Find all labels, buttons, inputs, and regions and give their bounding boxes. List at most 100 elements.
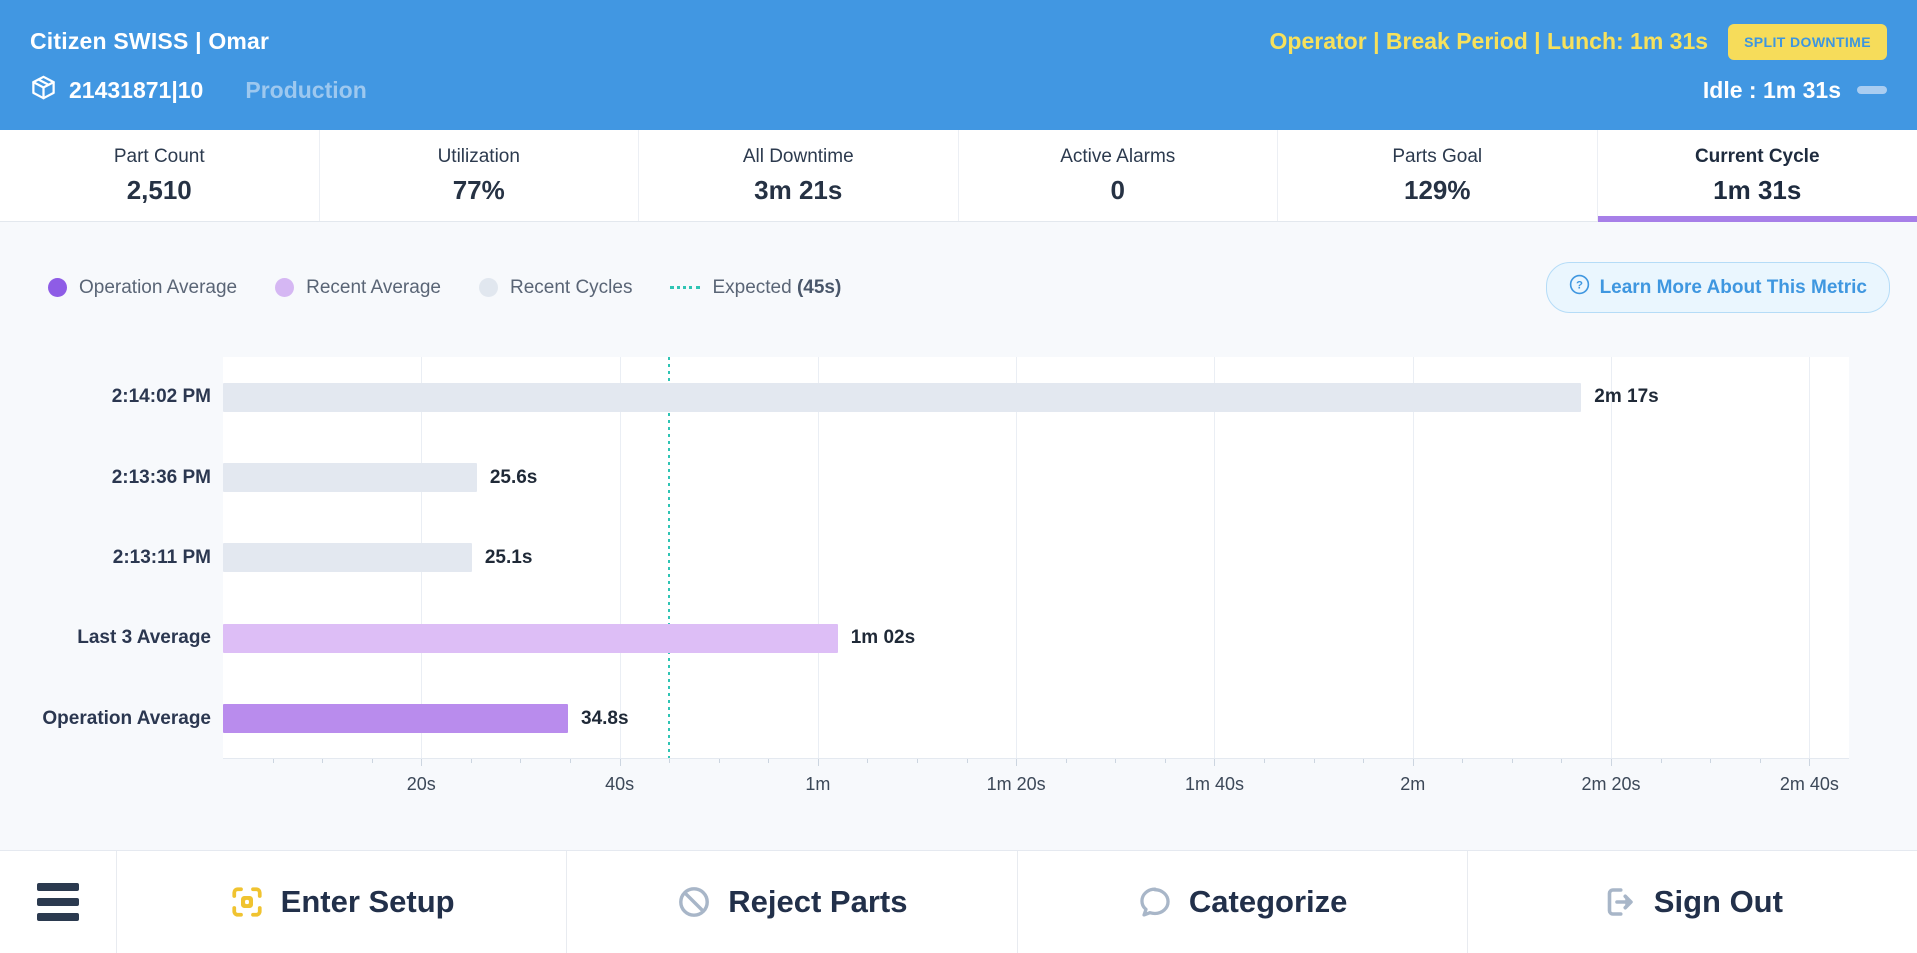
split-downtime-button[interactable]: SPLIT DOWNTIME: [1728, 23, 1887, 60]
action-button-label: Sign Out: [1653, 884, 1783, 919]
stat-tab-current-cycle[interactable]: Current Cycle 1m 31s: [1597, 130, 1917, 222]
x-axis-minor-tick: [272, 759, 274, 763]
x-axis-label: 2m 20s: [1581, 774, 1641, 794]
chart-row-track: 25.6s: [223, 463, 1917, 493]
chart-row-track: 34.8s: [223, 704, 1917, 734]
stat-label: Current Cycle: [1694, 145, 1820, 167]
chart-row-label: 2:13:11 PM: [112, 546, 211, 568]
package-cube-icon: [30, 74, 57, 107]
x-axis-label: 1m 40s: [1184, 774, 1244, 794]
sign-out-button[interactable]: Sign Out: [1466, 851, 1917, 953]
cycle-bar: [223, 463, 477, 493]
action-button-label: Reject Parts: [728, 884, 908, 919]
x-axis-major-tick: [421, 759, 423, 766]
x-axis-major-tick: [1412, 759, 1414, 766]
x-axis-major-tick: [1809, 759, 1811, 766]
operator-status-text: Operator | Break Period | Lunch: 1m 31s: [1269, 28, 1709, 54]
stat-tab-parts-goal[interactable]: Parts Goal 129%: [1278, 130, 1598, 221]
chart-row-operation-average: Operation Average 34.8s: [0, 679, 1917, 759]
stat-tab-utilization[interactable]: Utilization 77%: [320, 130, 639, 221]
stat-label: Parts Goal: [1392, 145, 1483, 167]
x-axis-minor-tick: [520, 759, 522, 763]
legend-item-recent-average[interactable]: Recent Average: [275, 277, 441, 299]
x-axis-minor-tick: [1264, 759, 1266, 763]
legend-dot-icon: [478, 278, 498, 297]
chart-gridline: [1611, 357, 1613, 758]
x-axis-major-tick: [1611, 759, 1613, 766]
x-axis-minor-tick: [1065, 759, 1067, 763]
stat-value: 0: [1110, 174, 1125, 205]
learn-more-button[interactable]: ? Learn More About This Metric: [1545, 262, 1890, 313]
expected-cycle-time-line: [668, 357, 671, 758]
x-axis-minor-tick: [1660, 759, 1662, 763]
cycle-bar: [223, 704, 569, 734]
speech-bubble-icon: [1137, 884, 1173, 920]
top-header: Citizen SWISS | Omar Operator | Break Pe…: [0, 0, 1917, 130]
stat-tab-part-count[interactable]: Part Count 2,510: [0, 130, 320, 221]
chart-row-track: 1m 02s: [223, 623, 1917, 653]
x-axis-minor-tick: [1511, 759, 1513, 763]
x-axis-label: 1m 20s: [986, 774, 1046, 794]
chart-plot-area: [223, 357, 1849, 759]
chart-gridline: [619, 357, 621, 758]
chart-row-label: Last 3 Average: [77, 627, 211, 649]
x-axis-minor-tick: [917, 759, 919, 763]
chart-row-last-3-average: Last 3 Average 1m 02s: [0, 598, 1917, 678]
x-axis-minor-tick: [322, 759, 324, 763]
x-axis-minor-tick: [570, 759, 571, 763]
action-button-label: Categorize: [1188, 884, 1348, 919]
program-info: 21431871|10 Production: [30, 74, 367, 107]
cycle-bar: [223, 623, 838, 653]
scan-frame-icon: [229, 884, 265, 920]
minus-dash-icon: [1857, 86, 1887, 94]
program-id: 21431871|10: [69, 76, 204, 103]
stat-value: 2,510: [126, 174, 192, 205]
cycle-bar-value: 2m 17s: [1594, 386, 1659, 408]
cycle-bar-value: 34.8s: [581, 707, 629, 729]
x-axis-minor-tick: [1363, 759, 1365, 763]
legend-item-recent-cycles[interactable]: Recent Cycles: [478, 276, 633, 299]
x-axis-minor-tick: [371, 759, 373, 763]
cycle-bar: [223, 382, 1582, 412]
bottom-action-bar: Enter Setup Reject Parts Categorize Sign Ou…: [0, 850, 1917, 953]
x-axis-label: 2m: [1400, 774, 1426, 794]
stat-label: All Downtime: [742, 145, 854, 167]
chart-gridline: [1016, 357, 1018, 758]
svg-text:?: ?: [1576, 280, 1583, 292]
chart-gridline: [1809, 357, 1811, 758]
stat-label: Utilization: [437, 145, 520, 167]
chart-row-label: 2:14:02 PM: [111, 386, 211, 408]
cycle-time-chart: 2:14:02 PM 2m 17s 2:13:36 PM 25.6s 2:13:11 P…: [0, 357, 1917, 837]
hamburger-menu-button[interactable]: [0, 851, 116, 953]
x-axis-minor-tick: [669, 759, 671, 763]
cycle-bar: [223, 543, 472, 573]
stat-value: 1m 31s: [1713, 174, 1802, 205]
idle-label: Idle : 1m 31s: [1702, 76, 1841, 103]
chart-row-label: 2:13:36 PM: [111, 466, 211, 488]
x-axis-minor-tick: [718, 759, 720, 763]
machine-title: Citizen SWISS | Omar: [30, 28, 270, 54]
stat-tab-all-downtime[interactable]: All Downtime 3m 21s: [639, 130, 959, 221]
chart-gridline: [1214, 357, 1216, 758]
x-axis-minor-tick: [1561, 759, 1563, 763]
reject-parts-button[interactable]: Reject Parts: [566, 851, 1017, 953]
x-axis-label: 40s: [605, 774, 635, 794]
x-axis-major-tick: [619, 759, 621, 766]
x-axis-minor-tick: [867, 759, 869, 763]
chart-row-label: Operation Average: [42, 707, 211, 729]
enter-setup-button[interactable]: Enter Setup: [116, 851, 567, 953]
x-axis-minor-tick: [966, 759, 968, 763]
legend-item-expected[interactable]: Expected (45s): [670, 277, 841, 299]
x-axis-minor-tick: [1759, 759, 1761, 763]
categorize-button[interactable]: Categorize: [1016, 851, 1467, 953]
legend-label: Operation Average: [79, 276, 238, 298]
cycle-bar-value: 25.6s: [489, 466, 538, 488]
sign-out-icon: [1602, 884, 1638, 920]
legend-item-operation-average[interactable]: Operation Average: [48, 277, 237, 299]
legend-label: Recent Cycles: [509, 276, 633, 298]
stat-tab-active-alarms[interactable]: Active Alarms 0: [959, 130, 1278, 221]
legend-dot-icon: [275, 278, 295, 297]
x-axis-major-tick: [1214, 759, 1216, 766]
learn-more-label: Learn More About This Metric: [1599, 276, 1867, 298]
